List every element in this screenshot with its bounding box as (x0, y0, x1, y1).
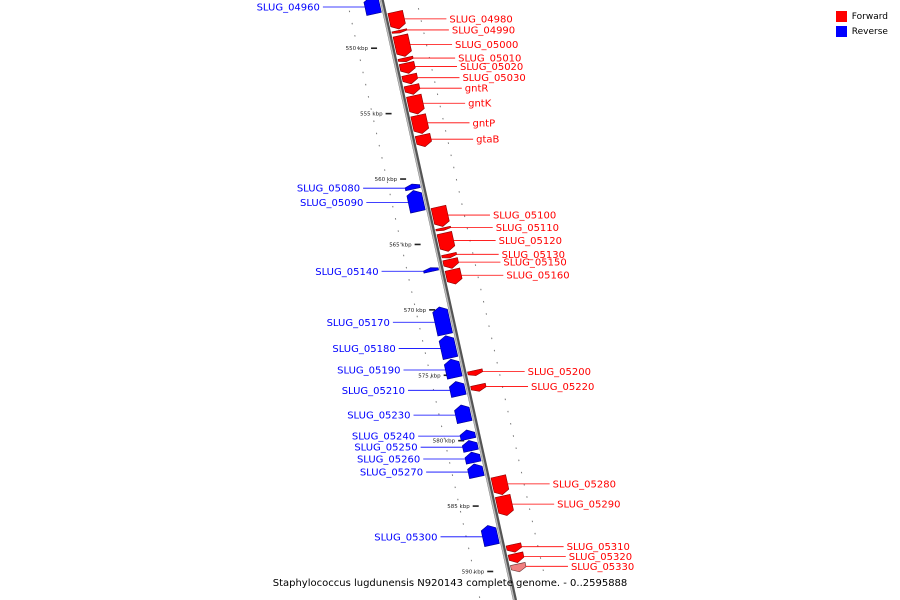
gene-label: SLUG_05140 (315, 267, 378, 278)
gene-label: SLUG_05260 (357, 454, 420, 465)
gene-label: SLUG_05130 (502, 250, 565, 261)
genome-caption: Staphylococcus lugdunensis N920143 compl… (272, 578, 628, 589)
legend-forward-label: Forward (851, 11, 888, 22)
scale-tick-label: 565 kbp (389, 242, 412, 248)
gene-arrow (414, 132, 432, 148)
gene-arrow (436, 231, 456, 252)
gene-label: SLUG_05090 (300, 198, 363, 209)
scale-tick-label: 575 kbp (418, 373, 441, 379)
gene-arrow (391, 28, 408, 34)
gene-arrow (467, 463, 485, 479)
gene-arrow (404, 183, 421, 192)
gene-arrow (403, 83, 421, 95)
gene-arrow (467, 368, 484, 376)
gene-label: SLUG_04980 (449, 14, 512, 25)
gene-arrow (397, 55, 414, 63)
gene-label: SLUG_05210 (342, 386, 405, 397)
genome-backbone-highlight (380, 0, 515, 600)
gene-label: SLUG_05330 (571, 562, 634, 573)
scale-tick-label: 585 kbp (447, 504, 470, 510)
scale-tick-label: 550 kbp (346, 46, 369, 52)
gene-arrow (363, 0, 382, 16)
legend-reverse-label: Reverse (851, 26, 888, 37)
gene-label: SLUG_05220 (531, 382, 594, 393)
gene-label: SLUG_05180 (332, 344, 395, 355)
reverse-swatch (835, 26, 847, 37)
gene-label: gntK (468, 99, 492, 110)
gene-label: SLUG_05300 (374, 532, 437, 543)
gene-label: SLUG_04960 (257, 3, 320, 14)
legend-forward: Forward (835, 9, 888, 24)
gene-arrow (435, 225, 452, 232)
gene-arrow (454, 404, 473, 425)
gene-label: SLUG_04990 (452, 25, 515, 36)
gene-arrow (392, 33, 412, 57)
gene-label: SLUG_05290 (557, 500, 620, 511)
gene-arrow (459, 429, 477, 442)
gene-arrow (387, 9, 406, 30)
gene-arrow (507, 551, 525, 564)
gene-arrow (432, 306, 453, 337)
gene-arrow (442, 257, 459, 269)
scale-tick-label: 580 kbp (433, 439, 456, 445)
gene-arrow (410, 113, 430, 134)
genome-backbone (379, 0, 518, 600)
scale-tick-label: 570 kbp (404, 308, 427, 314)
gene-arrow (430, 204, 450, 227)
gene-arrow (406, 190, 426, 214)
gene-arrow (401, 72, 418, 85)
gene-arrow (441, 251, 458, 259)
gene-label: SLUG_05100 (493, 211, 556, 222)
gene-label: SLUG_05310 (567, 542, 630, 553)
gene-label: SLUG_05150 (503, 258, 566, 269)
gene-arrow (461, 440, 479, 453)
scale-tick-label: 555 kbp (360, 112, 383, 118)
gene-label: SLUG_05030 (462, 73, 525, 84)
gene-label: SLUG_05110 (496, 223, 559, 234)
gene-label: SLUG_05160 (506, 271, 569, 282)
gene-label: SLUG_05230 (347, 411, 410, 422)
scale-tick-label: 560 kbp (375, 177, 398, 183)
gene-label: SLUG_05200 (528, 367, 591, 378)
gene-label: SLUG_05020 (460, 62, 523, 73)
gene-arrow (480, 525, 500, 547)
gene-arrow (398, 61, 416, 74)
gene-arrow (470, 382, 487, 392)
gene-arrow (444, 267, 463, 285)
forward-swatch (835, 11, 847, 22)
gene-arrow (490, 474, 510, 496)
gene-label: SLUG_05250 (354, 443, 417, 454)
scale-tick-label: 590 kbp (462, 569, 485, 575)
legend: Forward Reverse (835, 9, 888, 39)
gene-label: SLUG_05270 (360, 468, 423, 479)
gene-label: gntP (472, 118, 495, 129)
gene-label: gntR (465, 84, 489, 95)
gene-arrow (448, 381, 467, 398)
gene-arrow (423, 267, 439, 274)
gene-label: gtaB (476, 135, 499, 146)
gene-arrow (443, 358, 463, 380)
gene-label: SLUG_05190 (337, 366, 400, 377)
gene-label: SLUG_05170 (327, 318, 390, 329)
gene-arrow (438, 335, 459, 360)
gene-label: SLUG_05120 (499, 236, 562, 247)
legend-reverse: Reverse (835, 24, 888, 39)
gene-arrow (510, 562, 527, 573)
gene-arrow (406, 93, 425, 115)
gene-arrow (494, 493, 514, 516)
gene-label: SLUG_05320 (569, 552, 632, 563)
gene-label: SLUG_05000 (455, 40, 518, 51)
gene-arrow (464, 451, 482, 465)
gene-label: SLUG_05240 (352, 432, 415, 443)
gene-label: SLUG_05280 (553, 479, 616, 490)
gene-arrow (505, 542, 523, 553)
gene-label: SLUG_05080 (297, 184, 360, 195)
gene-label: SLUG_05010 (458, 54, 521, 65)
